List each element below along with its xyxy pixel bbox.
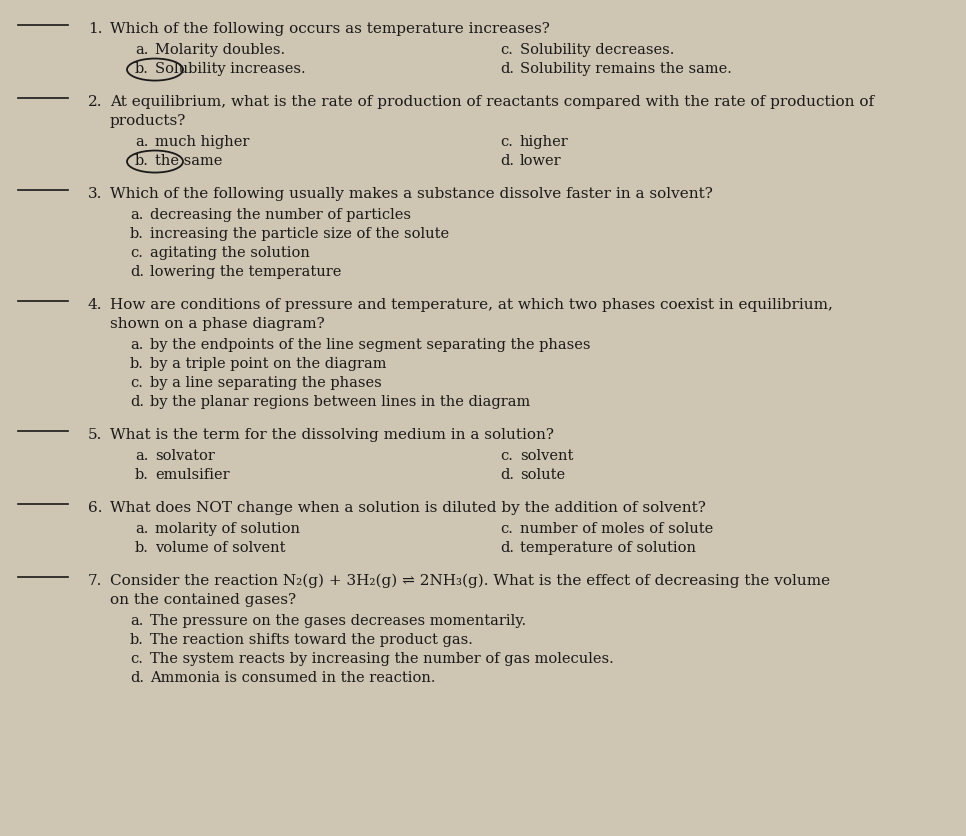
- Text: the same: the same: [155, 154, 222, 168]
- Text: b.: b.: [135, 540, 149, 554]
- Text: a.: a.: [130, 208, 143, 222]
- Text: solute: solute: [520, 467, 565, 482]
- Text: The reaction shifts toward the product gas.: The reaction shifts toward the product g…: [150, 632, 473, 646]
- Text: d.: d.: [500, 540, 514, 554]
- Text: Solubility decreases.: Solubility decreases.: [520, 43, 674, 57]
- Text: d.: d.: [130, 395, 144, 409]
- Text: c.: c.: [500, 43, 513, 57]
- Text: products?: products?: [110, 114, 186, 128]
- Text: d.: d.: [500, 154, 514, 168]
- Text: by a line separating the phases: by a line separating the phases: [150, 375, 382, 390]
- Text: b.: b.: [135, 62, 149, 76]
- Text: c.: c.: [500, 448, 513, 462]
- Text: 1.: 1.: [88, 22, 102, 36]
- Text: 6.: 6.: [88, 501, 102, 514]
- Text: The system reacts by increasing the number of gas molecules.: The system reacts by increasing the numb…: [150, 651, 613, 665]
- Text: c.: c.: [500, 522, 513, 535]
- Text: 2.: 2.: [88, 95, 102, 109]
- Text: a.: a.: [130, 614, 143, 627]
- Text: d.: d.: [500, 467, 514, 482]
- Text: by the planar regions between lines in the diagram: by the planar regions between lines in t…: [150, 395, 530, 409]
- Text: shown on a phase diagram?: shown on a phase diagram?: [110, 317, 325, 330]
- Text: b.: b.: [130, 227, 144, 241]
- Text: Solubility remains the same.: Solubility remains the same.: [520, 62, 732, 76]
- Text: agitating the solution: agitating the solution: [150, 246, 310, 260]
- Text: b.: b.: [130, 357, 144, 370]
- Text: d.: d.: [130, 670, 144, 684]
- Text: a.: a.: [130, 338, 143, 352]
- Text: Which of the following usually makes a substance dissolve faster in a solvent?: Which of the following usually makes a s…: [110, 186, 713, 201]
- Text: The pressure on the gases decreases momentarily.: The pressure on the gases decreases mome…: [150, 614, 526, 627]
- Text: c.: c.: [130, 651, 143, 665]
- Text: much higher: much higher: [155, 135, 249, 149]
- Text: by the endpoints of the line segment separating the phases: by the endpoints of the line segment sep…: [150, 338, 590, 352]
- Text: decreasing the number of particles: decreasing the number of particles: [150, 208, 411, 222]
- Text: solvent: solvent: [520, 448, 574, 462]
- Text: solvator: solvator: [155, 448, 214, 462]
- Text: Ammonia is consumed in the reaction.: Ammonia is consumed in the reaction.: [150, 670, 436, 684]
- Text: a.: a.: [135, 135, 149, 149]
- Text: 3.: 3.: [88, 186, 102, 201]
- Text: c.: c.: [130, 246, 143, 260]
- Text: c.: c.: [500, 135, 513, 149]
- Text: 5.: 5.: [88, 427, 102, 441]
- Text: a.: a.: [135, 43, 149, 57]
- Text: Molarity doubles.: Molarity doubles.: [155, 43, 285, 57]
- Text: lower: lower: [520, 154, 561, 168]
- Text: 4.: 4.: [88, 298, 102, 312]
- Text: b.: b.: [135, 154, 149, 168]
- Text: increasing the particle size of the solute: increasing the particle size of the solu…: [150, 227, 449, 241]
- Text: molarity of solution: molarity of solution: [155, 522, 300, 535]
- Text: What is the term for the dissolving medium in a solution?: What is the term for the dissolving medi…: [110, 427, 554, 441]
- Text: How are conditions of pressure and temperature, at which two phases coexist in e: How are conditions of pressure and tempe…: [110, 298, 833, 312]
- Text: Which of the following occurs as temperature increases?: Which of the following occurs as tempera…: [110, 22, 550, 36]
- Text: Solubility increases.: Solubility increases.: [155, 62, 305, 76]
- Text: Consider the reaction N₂(g) + 3H₂(g) ⇌ 2NH₃(g). What is the effect of decreasing: Consider the reaction N₂(g) + 3H₂(g) ⇌ 2…: [110, 573, 830, 588]
- Text: a.: a.: [135, 448, 149, 462]
- Text: 7.: 7.: [88, 573, 102, 588]
- Text: d.: d.: [130, 265, 144, 278]
- Text: At equilibrium, what is the rate of production of reactants compared with the ra: At equilibrium, what is the rate of prod…: [110, 95, 874, 109]
- Text: higher: higher: [520, 135, 569, 149]
- Text: b.: b.: [130, 632, 144, 646]
- Text: c.: c.: [130, 375, 143, 390]
- Text: lowering the temperature: lowering the temperature: [150, 265, 341, 278]
- Text: d.: d.: [500, 62, 514, 76]
- Text: emulsifier: emulsifier: [155, 467, 230, 482]
- Text: What does NOT change when a solution is diluted by the addition of solvent?: What does NOT change when a solution is …: [110, 501, 706, 514]
- Text: a.: a.: [135, 522, 149, 535]
- Text: temperature of solution: temperature of solution: [520, 540, 696, 554]
- Text: number of moles of solute: number of moles of solute: [520, 522, 713, 535]
- Text: volume of solvent: volume of solvent: [155, 540, 286, 554]
- Text: b.: b.: [135, 467, 149, 482]
- Text: on the contained gases?: on the contained gases?: [110, 592, 297, 606]
- Text: by a triple point on the diagram: by a triple point on the diagram: [150, 357, 386, 370]
